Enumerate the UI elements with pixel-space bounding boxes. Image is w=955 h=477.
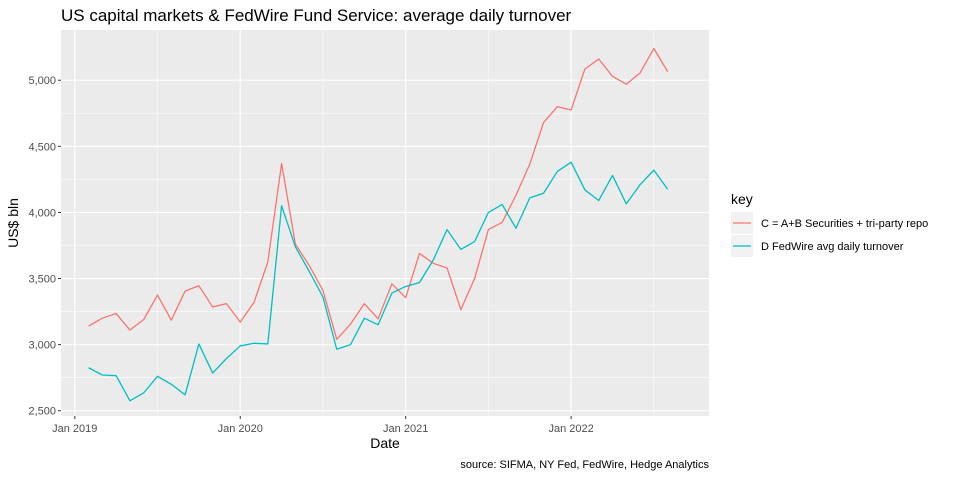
series-line-0 — [88, 47, 669, 340]
x-axis-title: Date — [370, 435, 400, 451]
legend-title: key — [731, 191, 753, 207]
chart-caption: source: SIFMA, NY Fed, FedWire, Hedge An… — [460, 459, 709, 471]
legend: key C = A+B Securities + tri-party repo … — [731, 191, 928, 257]
x-axis: Jan 2019 Jan 2020 Jan 2021 Jan 2022 — [52, 416, 594, 435]
y-axis: 2,500 3,000 3,500 4,000 4,500 5,000 — [28, 75, 61, 418]
x-tick-label: Jan 2021 — [383, 423, 428, 435]
y-tick-label: 4,500 — [28, 141, 56, 153]
gridlines — [61, 30, 709, 416]
series-line-1 — [88, 161, 669, 402]
x-tick-label: Jan 2020 — [218, 423, 263, 435]
y-tick-label: 5,000 — [28, 75, 56, 87]
legend-label-0: C = A+B Securities + tri-party repo — [761, 218, 928, 230]
y-axis-title: US$ bln — [5, 198, 21, 248]
legend-label-1: D FedWire avg daily turnover — [761, 241, 904, 253]
y-tick-label: 3,000 — [28, 340, 56, 352]
series-lines — [88, 47, 669, 402]
y-tick-label: 2,500 — [28, 406, 56, 418]
x-tick-label: Jan 2019 — [52, 423, 97, 435]
plot-panel — [61, 30, 709, 416]
y-tick-label: 3,500 — [28, 274, 56, 286]
x-tick-label: Jan 2022 — [548, 423, 593, 435]
chart-title: US capital markets & FedWire Fund Servic… — [61, 6, 572, 25]
y-tick-label: 4,000 — [28, 207, 56, 219]
